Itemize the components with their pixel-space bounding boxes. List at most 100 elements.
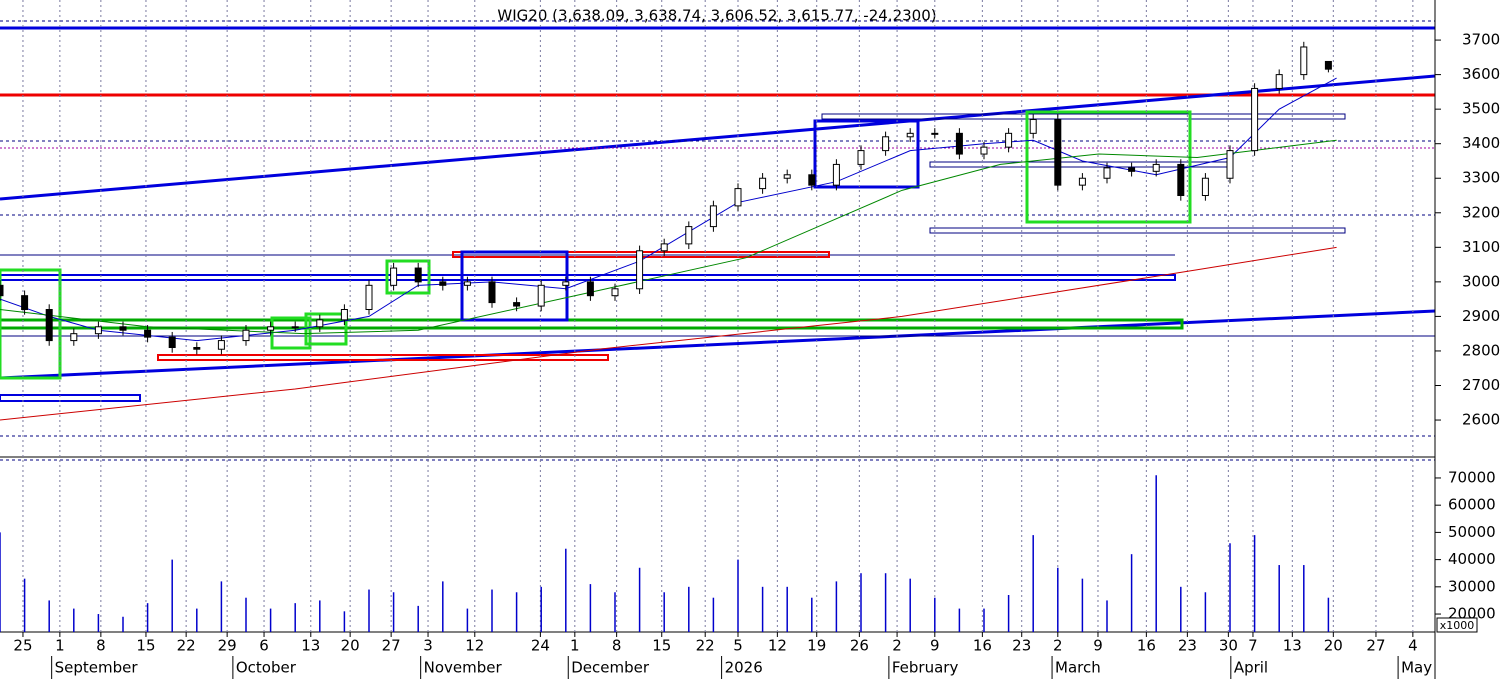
- candle-body: [217, 340, 225, 350]
- x-tick-label: 27: [382, 637, 401, 655]
- x-tick-label: 13: [301, 637, 320, 655]
- candle-body: [709, 205, 717, 228]
- x-tick-label: 8: [612, 637, 622, 655]
- x-tick-label: 5: [733, 637, 743, 655]
- candle-body: [1103, 167, 1111, 179]
- x-tick-label: 27: [1366, 637, 1385, 655]
- unit-box: [1436, 617, 1478, 633]
- month-label: April: [1234, 659, 1268, 677]
- candle-body: [955, 132, 963, 155]
- candle-body: [734, 188, 742, 207]
- month-label: September: [55, 659, 139, 677]
- y-tick-label: 70000: [1448, 468, 1496, 486]
- candle-body: [808, 174, 816, 186]
- candle-body: [1226, 150, 1234, 179]
- candle-body: [1029, 119, 1037, 134]
- candle-body: [1300, 46, 1308, 76]
- x-tick-label: 30: [1219, 637, 1238, 655]
- x-tick-label: 23: [1178, 637, 1197, 655]
- candle-body: [1005, 132, 1013, 148]
- zone: [821, 113, 1346, 120]
- zone: [929, 227, 1346, 234]
- candle-body: [857, 150, 865, 165]
- candle-body: [980, 146, 988, 155]
- month-label: December: [571, 659, 650, 677]
- x-tick-label: 4: [1408, 637, 1418, 655]
- x-tick-label: 16: [973, 637, 992, 655]
- candle-body: [94, 326, 102, 335]
- candle-body: [832, 163, 840, 186]
- y-tick-label: 30000: [1448, 577, 1496, 595]
- x-tick-label: 23: [1012, 637, 1031, 655]
- candle-body: [168, 336, 176, 348]
- y-tick-label: 3500: [1462, 100, 1500, 118]
- month-label: October: [236, 659, 297, 677]
- candle-body: [365, 284, 373, 311]
- candle-body: [144, 329, 152, 338]
- y-tick-label: 2800: [1462, 341, 1500, 359]
- candle-body: [488, 281, 496, 304]
- x-tick-label: 20: [1324, 637, 1343, 655]
- candle-body: [611, 288, 619, 297]
- x-tick-label: 2: [1053, 637, 1063, 655]
- month-label: May: [1401, 659, 1432, 677]
- annotations: [0, 20, 1436, 461]
- candle-body: [537, 284, 545, 307]
- box: [304, 312, 348, 346]
- y-tick-label: 3000: [1462, 272, 1500, 290]
- y-tick-label: 50000: [1448, 523, 1496, 541]
- box: [0, 268, 62, 380]
- candle-body: [931, 132, 939, 135]
- y-tick-label: 2900: [1462, 307, 1500, 325]
- x-tick-label: 12: [465, 637, 484, 655]
- candle-body: [267, 326, 275, 331]
- candle-body: [340, 309, 348, 321]
- candle-body: [1275, 74, 1283, 89]
- y-tick-label: 40000: [1448, 550, 1496, 568]
- candle-body: [414, 267, 422, 283]
- x-tick-label: 7: [1248, 637, 1258, 655]
- candle-body: [1324, 60, 1332, 70]
- candle-body: [119, 326, 127, 331]
- candle-body: [1177, 163, 1185, 197]
- x-tick-label: 15: [652, 637, 671, 655]
- y-tick-label: 3600: [1462, 65, 1500, 83]
- x-tick-label: 22: [696, 637, 715, 655]
- y-tick-label: 3100: [1462, 238, 1500, 256]
- trend-line: [0, 309, 1436, 380]
- x-tick-label: 12: [768, 637, 787, 655]
- candle-body: [1078, 177, 1086, 186]
- candle-body: [660, 243, 668, 252]
- candle-body: [636, 250, 644, 290]
- x-tick-label: 9: [930, 637, 940, 655]
- candle-body: [1152, 163, 1160, 172]
- x-tick-label: 15: [136, 637, 155, 655]
- box: [460, 250, 569, 322]
- candle-body: [291, 326, 299, 329]
- y-tick-label: 3400: [1462, 134, 1500, 152]
- x-tick-label: 16: [1137, 637, 1156, 655]
- month-label: 2026: [725, 659, 763, 677]
- volume-unit: x1000: [1440, 619, 1475, 632]
- moving-average: [0, 139, 1337, 335]
- candle-body: [390, 267, 398, 286]
- box: [385, 259, 431, 295]
- x-tick-label: 24: [531, 637, 550, 655]
- month-label: March: [1055, 659, 1101, 677]
- y-tick-label: 2600: [1462, 411, 1500, 429]
- x-tick-label: 9: [1093, 637, 1103, 655]
- x-tick-label: 22: [177, 637, 196, 655]
- candle-body: [906, 132, 914, 138]
- candle-body: [1251, 87, 1259, 152]
- candle-body: [513, 302, 521, 307]
- candle-body: [463, 281, 471, 286]
- y-tick-label: 2700: [1462, 376, 1500, 394]
- zone: [0, 318, 1184, 330]
- candle-body: [21, 295, 29, 311]
- trend-line: [0, 74, 1436, 201]
- zone: [0, 274, 1176, 281]
- box: [813, 119, 920, 189]
- y-tick-label: 3300: [1462, 169, 1500, 187]
